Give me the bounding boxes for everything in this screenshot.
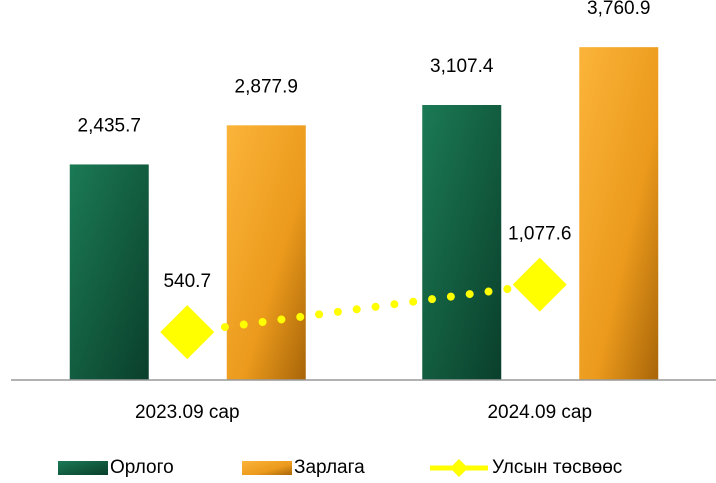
data-label: 2,877.9: [235, 76, 298, 97]
data-label: 540.7: [163, 271, 211, 292]
legend-swatch: [450, 459, 468, 477]
bar: [226, 125, 306, 380]
data-label: 2,435.7: [78, 115, 141, 136]
marker: [160, 305, 215, 360]
bar: [422, 104, 502, 380]
legend-swatch: [242, 461, 292, 475]
bar: [579, 47, 659, 381]
legend-label: Зарлага: [294, 457, 365, 478]
x-tick-label: 2024.09 сар: [487, 402, 592, 423]
marker: [512, 257, 567, 312]
line: [183, 280, 544, 337]
bar: [69, 164, 149, 380]
legend-swatch: [58, 461, 108, 475]
data-label: 1,077.6: [508, 224, 571, 245]
x-tick-label: 2023.09 сар: [135, 402, 240, 423]
legend-label: Улсын төсвөөс: [492, 457, 622, 478]
data-label: 3,760.9: [587, 0, 650, 19]
data-label: 3,107.4: [430, 56, 494, 77]
legend-label: Орлого: [110, 457, 174, 478]
